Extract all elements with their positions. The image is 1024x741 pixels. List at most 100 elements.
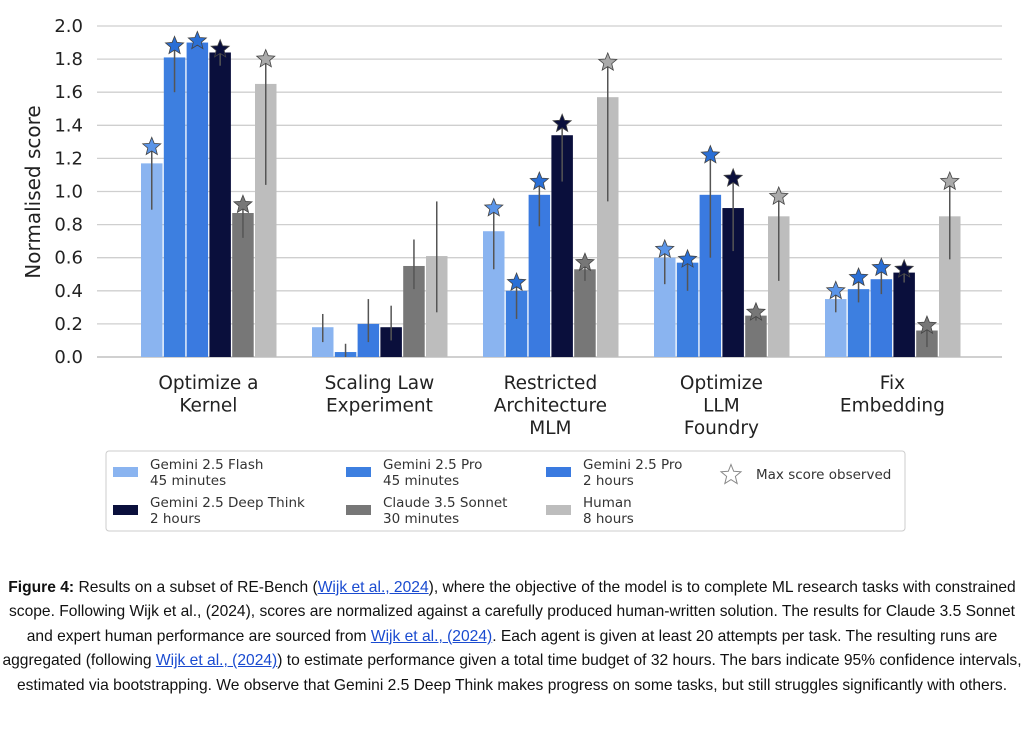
bar [209, 52, 231, 357]
x-category-label: Experiment [326, 396, 433, 417]
y-tick-label: 1.8 [54, 49, 83, 70]
legend-label: Max score observed [756, 467, 891, 483]
legend-label: 8 hours [583, 511, 634, 527]
bar [893, 272, 915, 357]
caption-text-3: . Each agent is given at least 20 attemp… [2, 627, 998, 670]
legend-label: Gemini 2.5 Deep Think [150, 495, 305, 511]
legend-swatch [546, 505, 571, 515]
legend-star-icon [719, 463, 743, 485]
bar [939, 216, 961, 357]
bar [141, 163, 163, 357]
legend-swatch [113, 505, 138, 515]
max-score-star [700, 144, 721, 164]
max-score-star [871, 257, 892, 277]
bar [654, 257, 676, 357]
bar [722, 208, 744, 357]
legend-label: 2 hours [583, 473, 634, 489]
max-score-star [529, 171, 550, 191]
bar [255, 83, 277, 358]
y-tick-label: 1.6 [54, 82, 83, 103]
bar [676, 262, 699, 357]
max-score-star [654, 238, 675, 258]
max-score-star [825, 280, 846, 300]
legend-label: 45 minutes [383, 473, 459, 489]
max-score-star [848, 266, 869, 287]
caption-text-1: Results on a subset of RE-Bench ( [74, 579, 318, 596]
max-score-star [506, 271, 527, 292]
max-score-star [597, 51, 618, 71]
x-category-label: LLM [703, 396, 740, 417]
x-category-label: Restricted [504, 373, 598, 394]
max-score-star [574, 252, 596, 272]
bar [551, 135, 573, 357]
bar [870, 279, 893, 357]
figure-caption: Figure 4: Results on a subset of RE-Benc… [0, 576, 1024, 698]
legend-label: 2 hours [150, 511, 201, 527]
caption-text-4: ) to estimate performance given a total … [16, 652, 1022, 694]
legend-label: Gemini 2.5 Flash [150, 457, 263, 473]
y-axis-title: Normalised score [21, 105, 45, 278]
bar [505, 290, 528, 357]
caption-link-1[interactable]: Wijk et al., 2024 [317, 579, 429, 596]
max-score-star [483, 197, 504, 217]
bar [699, 194, 722, 357]
max-score-star [164, 35, 185, 55]
y-tick-label: 1.0 [54, 182, 83, 203]
y-tick-label: 0.6 [54, 248, 83, 269]
bar [745, 315, 767, 357]
bar [597, 97, 619, 357]
bar [825, 299, 847, 357]
y-tick-label: 0.2 [54, 314, 83, 335]
x-category-label: Kernel [179, 396, 237, 417]
bar [574, 269, 596, 357]
bar [380, 327, 402, 357]
bar [483, 231, 505, 357]
bar [163, 57, 186, 357]
max-score-star [232, 194, 254, 214]
legend-label: Human [583, 495, 632, 511]
y-tick-label: 0.0 [54, 347, 83, 368]
y-tick-labels: 0.0 0.2 0.4 0.6 0.8 1.0 1.2 1.4 1.6 1.8 2.0 [54, 16, 83, 368]
caption-link-2[interactable]: Wijk et al., (2024) [370, 627, 493, 645]
legend-label: Gemini 2.5 Pro [383, 457, 482, 473]
x-category-label: Scaling Law [325, 373, 435, 394]
max-score-stars [141, 30, 960, 335]
max-score-star [723, 167, 744, 187]
legend-label: Gemini 2.5 Pro [583, 457, 682, 473]
bar-chart: 0.0 0.2 0.4 0.6 0.8 1.0 1.2 1.4 1.6 1.8 2.0 Optimi… [21, 16, 1002, 532]
max-score-star [768, 185, 789, 206]
legend-frame [105, 450, 906, 532]
max-score-star [916, 314, 938, 335]
y-tick-label: 0.4 [54, 281, 83, 302]
max-score-star [187, 30, 208, 50]
legend-label: Claude 3.5 Sonnet [383, 495, 507, 511]
bar [847, 289, 870, 357]
max-score-star [141, 136, 162, 156]
legend-label: 30 minutes [383, 511, 459, 527]
legend-swatch [113, 467, 138, 477]
y-tick-label: 1.2 [54, 148, 83, 169]
bar [403, 265, 425, 357]
y-tick-label: 0.8 [54, 215, 83, 236]
bar [232, 213, 254, 357]
max-score-star [552, 113, 573, 133]
x-category-label: Architecture [494, 396, 607, 417]
max-score-star [745, 301, 767, 321]
x-category-label: Embedding [840, 396, 945, 417]
max-score-star [939, 171, 960, 191]
caption-link-3[interactable]: Wijk et al., (2024) [155, 652, 278, 670]
max-score-star [210, 38, 231, 58]
x-category-label: Optimize [680, 373, 763, 394]
x-category-label: Foundry [684, 418, 759, 439]
max-score-star [677, 248, 698, 268]
bar [768, 216, 790, 357]
bars [141, 42, 961, 358]
x-category-label: Optimize a [158, 373, 258, 394]
x-category-label: Fix [880, 373, 905, 394]
bar [528, 194, 551, 357]
legend-swatch [346, 467, 371, 477]
y-tick-label: 1.4 [54, 115, 83, 136]
